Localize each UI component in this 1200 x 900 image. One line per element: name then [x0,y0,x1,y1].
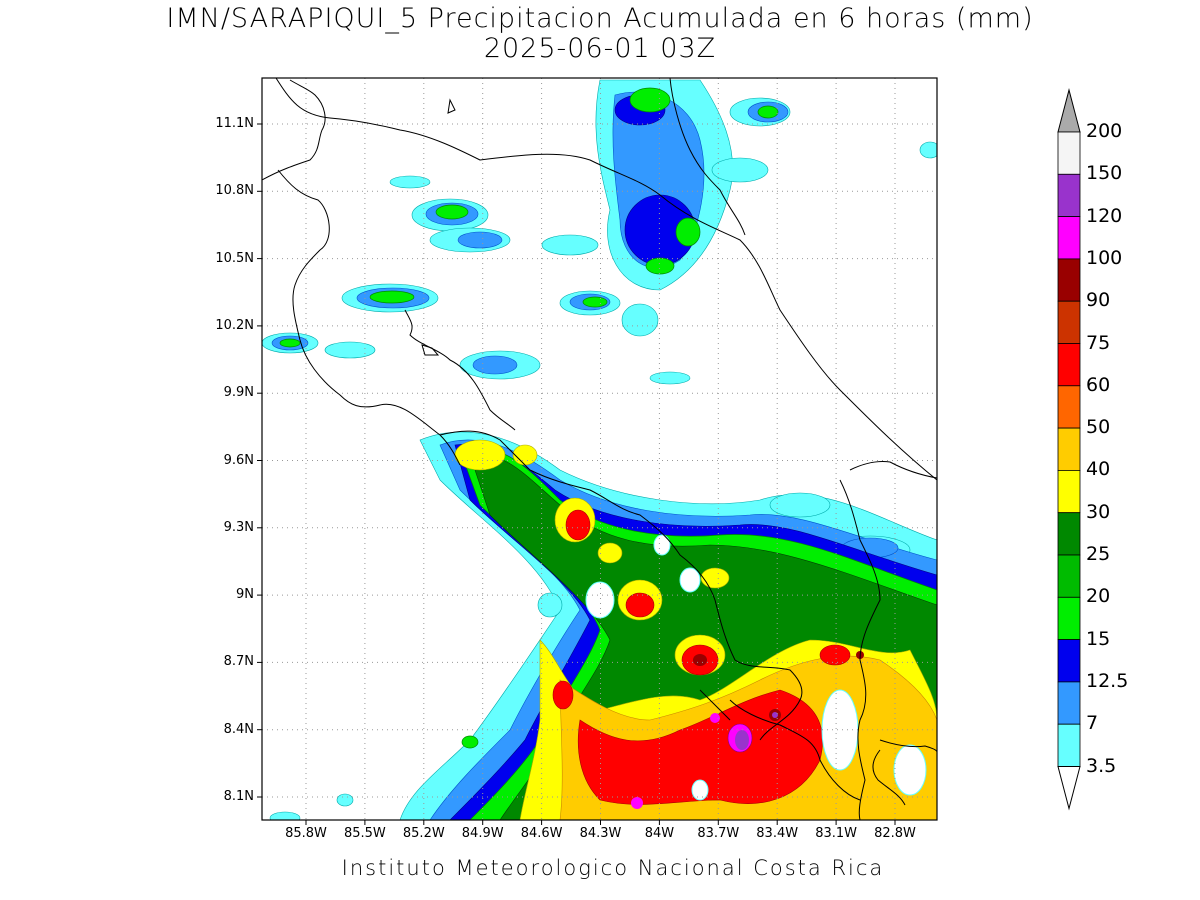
colorbar-bottom-arrow [1057,766,1081,811]
map-title: IMN/SARAPIQUI_5 Precipitacion Acumulada … [166,3,1034,34]
colorbar-segment [1057,343,1081,387]
lat-tick-label: 8.4N [223,721,254,737]
lat-tick-label: 11.1N [215,116,254,131]
colorbar-label: 30 [1086,500,1111,523]
colorbar-segment [1057,427,1081,471]
colorbar [1057,88,1081,811]
colorbar-label: 100 [1086,246,1123,269]
colorbar-segment [1057,131,1081,175]
lon-tick-label: 84.9W [461,826,504,841]
lon-tick-label: 84.3W [579,826,622,841]
lon-tick-label: 84W [644,826,675,841]
lon-tick-label: 83.7W [697,826,740,841]
colorbar-label: 200 [1086,120,1123,142]
colorbar-top-arrow [1057,88,1081,133]
colorbar-label: 60 [1086,373,1111,396]
colorbar-segment [1057,681,1081,725]
colorbar-segment [1057,512,1081,556]
lon-tick-label: 83.1W [815,826,857,841]
lon-tick-label: 85.5W [343,826,386,841]
colorbar-segment [1057,639,1081,683]
colorbar-label: 50 [1086,416,1111,439]
map-subtitle: 2025-06-01 03Z [483,33,717,64]
lat-tick-label: 8.1N [223,789,254,804]
map-gridlines [262,78,937,820]
lat-tick-label: 10.5N [215,250,254,266]
lat-tick-label: 9.3N [223,519,254,535]
lon-tick-label: 82.8W [874,826,916,841]
colorbar-segment [1057,216,1081,260]
colorbar-segment [1057,596,1081,640]
colorbar-label: 90 [1086,289,1111,312]
map-frame [261,77,938,821]
colorbar-label: 15 [1086,627,1111,650]
lat-tick-label: 9.9N [223,385,254,401]
precipitation-field [262,79,937,820]
colorbar-label: 12.5 [1086,669,1129,692]
colorbar-label: 75 [1086,331,1111,354]
lon-tick-label: 85.2W [402,826,445,841]
lon-tick-label: 84.6W [520,826,563,841]
lat-tick-label: 10.2N [215,317,254,333]
coastline [262,78,937,820]
lat-tick-label: 10.8N [215,183,254,199]
footer-credit: Instituto Meteorologico Nacional Costa R… [341,856,885,880]
lon-tick-label: 83.4W [756,826,799,841]
lat-tick-label: 9.6N [223,452,254,468]
colorbar-label: 3.5 [1086,754,1117,777]
colorbar-label: 150 [1086,162,1123,185]
lat-tick-label: 8.7N [223,654,254,670]
colorbar-label: 7 [1086,712,1099,735]
colorbar-segment [1057,300,1081,344]
lat-tick-label: 9N [236,587,254,603]
colorbar-segment [1057,723,1081,767]
colorbar-label: 20 [1086,585,1111,608]
colorbar-segment [1057,258,1081,302]
colorbar-segment [1057,385,1081,429]
colorbar-segment [1057,469,1081,514]
colorbar-segment [1057,554,1081,598]
colorbar-label: 120 [1086,204,1123,227]
lon-tick-label: 85.8W [285,826,327,841]
colorbar-segment [1057,173,1081,218]
colorbar-label: 25 [1086,543,1111,565]
colorbar-label: 40 [1086,458,1111,481]
